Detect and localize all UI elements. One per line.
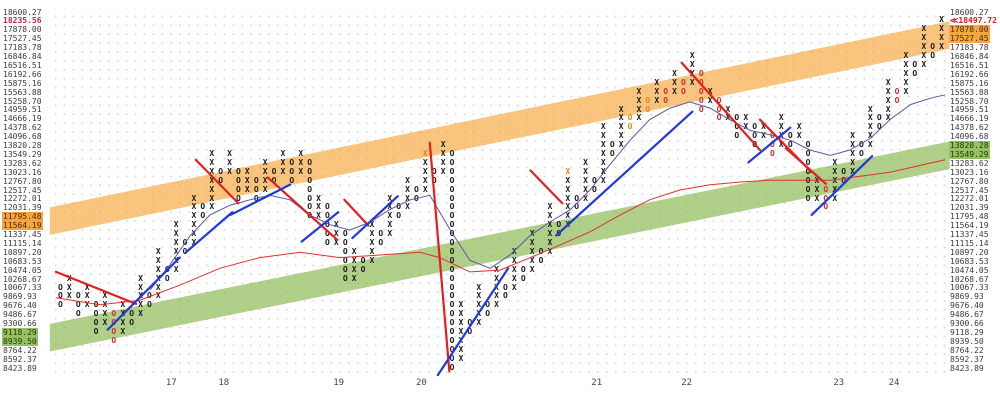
price-label-left: 11115.14: [3, 238, 42, 248]
current-price-marker: ≪18497.72: [950, 16, 997, 26]
price-label-right: 9300.66: [950, 319, 984, 328]
price-label-right: 12031.39: [950, 203, 989, 213]
price-label-left: 14666.19: [3, 114, 42, 124]
year-label: 24: [888, 378, 900, 388]
price-label-right: 15563.88: [950, 87, 989, 97]
plot-area-grid: [55, 8, 946, 374]
price-label-left: 16192.66: [3, 69, 42, 79]
price-label-right: 13023.16: [950, 167, 989, 177]
price-label-right: 10683.53: [950, 256, 989, 266]
price-label-left: 17183.78: [3, 43, 42, 53]
price-label-left: 10683.53: [3, 256, 42, 266]
year-label: 22: [681, 378, 693, 388]
price-label-right: 18600.27: [950, 7, 989, 17]
price-label-right: 10067.33: [950, 283, 989, 293]
price-label-right: 8423.89: [950, 363, 984, 373]
price-label-left: 18235.56: [3, 16, 42, 26]
price-label-left: 12767.80: [3, 176, 42, 186]
price-label-right: 12272.01: [950, 194, 989, 204]
price-label-right: 15258.70: [950, 96, 989, 106]
price-label-right: 14378.62: [950, 123, 989, 133]
price-label-right: 10474.05: [950, 265, 989, 275]
year-label: 17: [165, 378, 177, 388]
price-label-left: 13820.28: [3, 141, 42, 150]
price-label-left: 13023.16: [3, 167, 42, 177]
price-label-right: 13283.62: [950, 158, 989, 168]
price-label-left: 15258.70: [3, 96, 42, 106]
price-label-left: 10474.05: [3, 265, 42, 275]
price-label-right: 9869.93: [950, 292, 984, 302]
price-label-left: 13283.62: [3, 158, 42, 168]
price-label-left: 12031.39: [3, 203, 42, 213]
price-label-left: 12517.45: [3, 185, 42, 195]
price-axis-left: 18600.27 18235.56 17878.00 17527.45 17183.78…: [0, 0, 55, 403]
price-label-right: 14666.19: [950, 114, 989, 124]
year-label: 21: [591, 378, 603, 388]
price-label-right: 13820.28: [949, 141, 990, 150]
price-axis-right: 18600.27 ≪18497.72 17878.00 17527.45 17183.7…: [948, 0, 1000, 403]
price-label-right: 11564.19: [950, 221, 989, 231]
price-label-right: 16192.66: [950, 69, 989, 79]
price-label-left: 10067.33: [3, 283, 42, 293]
price-label-right: 16846.84: [950, 52, 989, 61]
price-label-left: 13549.29: [3, 149, 42, 159]
price-label-left: 8939.50: [2, 336, 38, 346]
price-label-right: 14096.68: [950, 132, 989, 142]
price-label-right: 9676.40: [950, 301, 984, 311]
price-label-left: 11337.45: [3, 230, 42, 239]
price-label-right: 17878.00: [949, 25, 990, 35]
price-label-left: 15875.16: [3, 78, 42, 88]
year-label: 18: [218, 378, 230, 388]
price-label-right: 9486.67: [950, 310, 984, 320]
price-label-right: 12517.45: [950, 185, 989, 195]
price-label-left: 14096.68: [3, 132, 42, 142]
price-label-left: 14959.51: [3, 105, 42, 115]
price-label-left: 16516.51: [3, 60, 42, 70]
price-label-left: 18600.27: [3, 7, 42, 17]
year-label: 20: [416, 378, 427, 388]
price-label-left: 8592.37: [3, 354, 37, 364]
price-label-left: 9118.29: [2, 327, 38, 337]
price-label-left: 9300.66: [3, 319, 37, 328]
price-label-right: 10897.20: [950, 247, 989, 257]
price-label-right: 8939.50: [950, 336, 984, 346]
price-label-left: 10897.20: [3, 247, 42, 257]
price-label-left: 12272.01: [3, 194, 42, 204]
price-label-left: 9869.93: [3, 292, 37, 302]
price-label-right: 17527.45: [949, 34, 990, 44]
price-label-right: 8592.37: [950, 354, 984, 364]
price-label-left: 8423.89: [3, 363, 37, 373]
price-label-left: 9486.67: [3, 310, 37, 320]
price-label-left: 16846.84: [3, 52, 42, 61]
price-label-left: 11795.48: [2, 212, 43, 222]
price-label-right: 12767.80: [950, 176, 989, 186]
price-label-right: 11115.14: [950, 238, 989, 248]
year-label: 23: [833, 378, 845, 388]
price-label-left: 15563.88: [3, 87, 42, 97]
price-label-left: 10268.67: [3, 274, 42, 284]
price-label-right: 16516.51: [950, 60, 989, 70]
price-label-right: 10268.67: [950, 274, 989, 284]
price-label-left: 8764.22: [3, 345, 37, 355]
price-label-right: 8764.22: [950, 345, 984, 355]
price-label-right: 13549.29: [949, 149, 990, 159]
price-label-left: 17527.45: [3, 34, 42, 44]
price-label-right: 15875.16: [950, 78, 989, 88]
price-label-left: 9676.40: [3, 301, 37, 311]
price-label-right: 11337.45: [950, 230, 989, 239]
price-label-right: 9118.29: [950, 327, 984, 337]
price-label-left: 14378.62: [3, 123, 42, 133]
price-label-left: 11564.19: [2, 221, 43, 231]
price-label-right: 17183.78: [950, 43, 989, 53]
year-label: 19: [333, 378, 345, 388]
price-label-right: 11795.48: [950, 212, 989, 222]
price-label-left: 17878.00: [3, 25, 42, 35]
price-label-right: 14959.51: [950, 105, 989, 115]
